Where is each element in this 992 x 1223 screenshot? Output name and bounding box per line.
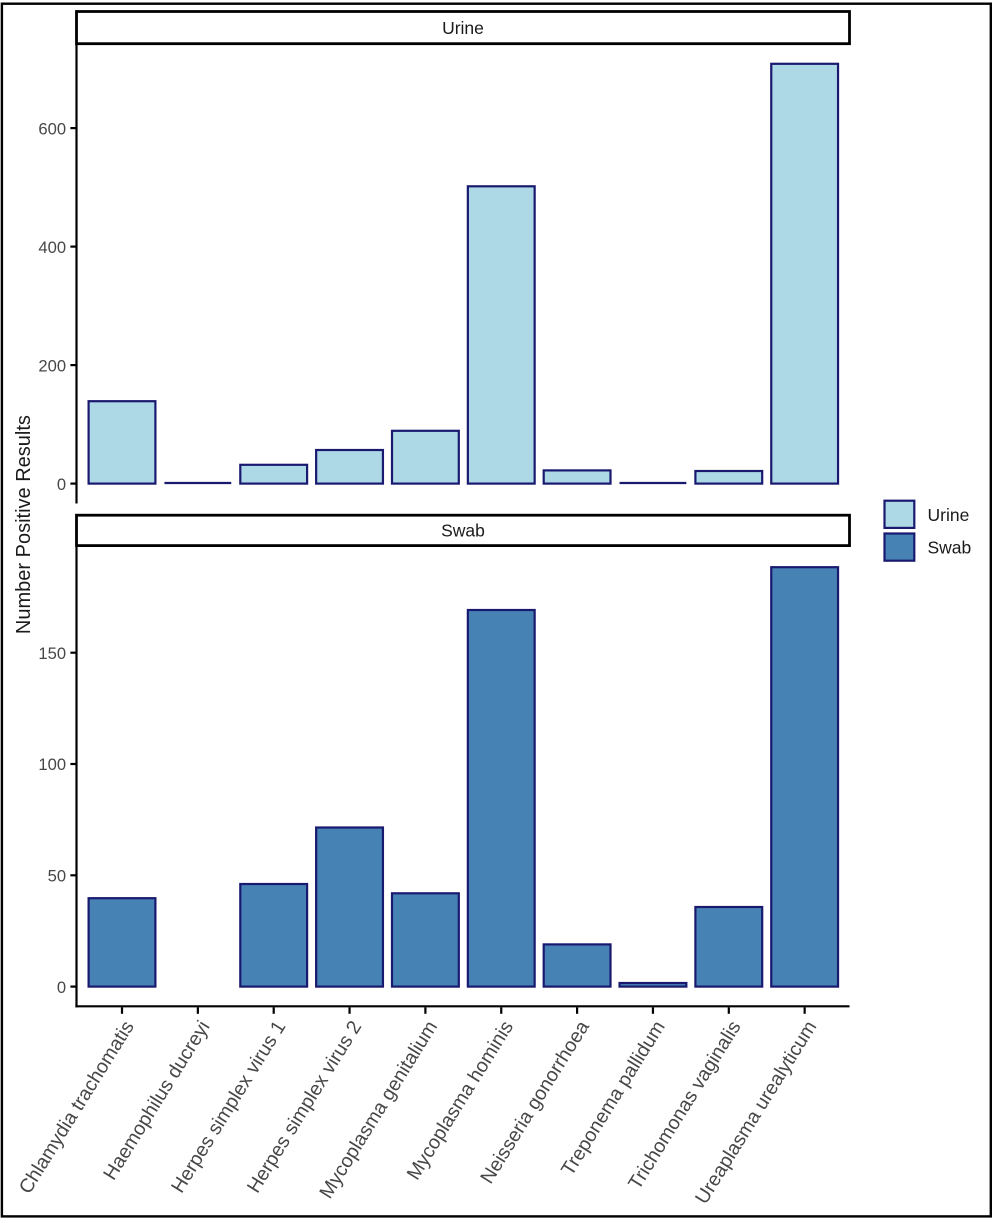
svg-text:0: 0 <box>57 475 66 494</box>
svg-text:Urine: Urine <box>442 18 484 38</box>
svg-text:Swab: Swab <box>928 537 972 557</box>
svg-text:150: 150 <box>38 644 66 663</box>
svg-text:200: 200 <box>38 356 66 375</box>
svg-text:Number Positive Results: Number Positive Results <box>13 415 35 634</box>
svg-text:50: 50 <box>48 867 66 886</box>
svg-text:Urine: Urine <box>928 505 970 525</box>
svg-text:400: 400 <box>38 238 66 257</box>
svg-text:Swab: Swab <box>441 521 485 541</box>
svg-text:100: 100 <box>38 755 66 774</box>
svg-text:0: 0 <box>57 978 66 997</box>
svg-text:600: 600 <box>38 119 66 138</box>
